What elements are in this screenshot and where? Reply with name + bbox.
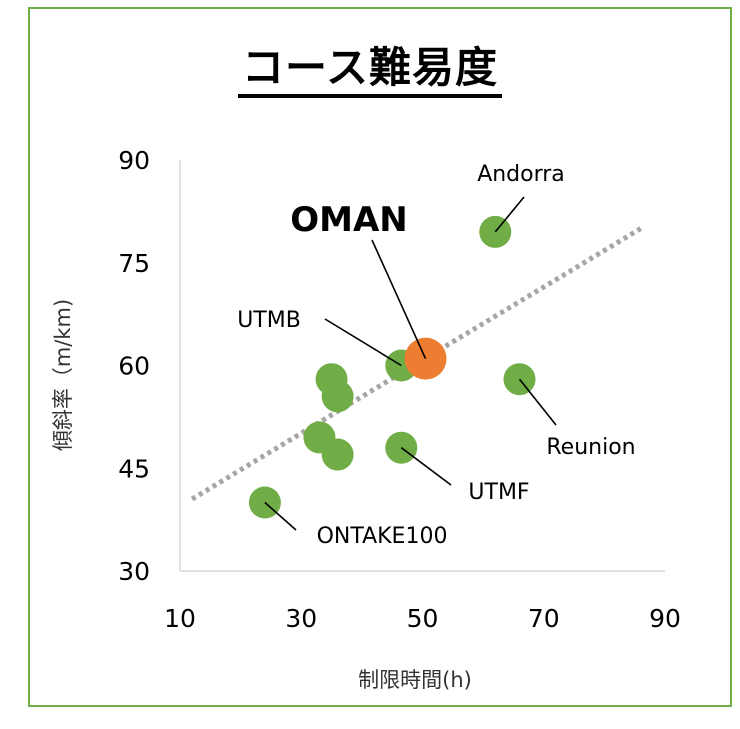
data-point bbox=[321, 438, 354, 471]
point-label: UTMF bbox=[468, 480, 529, 505]
x-tick-label: 30 bbox=[285, 604, 317, 633]
chart-frame bbox=[28, 7, 732, 707]
callout-line bbox=[324, 318, 402, 367]
point-label: OMAN bbox=[290, 200, 408, 240]
y-axis-label: 傾斜率（m/km) bbox=[51, 299, 75, 451]
point-label: Reunion bbox=[546, 435, 635, 460]
point-label: ONTAKE100 bbox=[317, 524, 448, 549]
data-point bbox=[321, 380, 354, 413]
x-tick-label: 70 bbox=[528, 604, 560, 633]
x-tick-label: 50 bbox=[407, 604, 439, 633]
x-axis-label: 制限時間(h) bbox=[358, 668, 472, 692]
callout-line bbox=[371, 239, 427, 359]
y-tick-label: 90 bbox=[118, 146, 150, 175]
callout-line bbox=[264, 501, 297, 531]
x-tick-label: 90 bbox=[649, 604, 681, 633]
x-tick-label: 10 bbox=[164, 604, 196, 633]
y-tick-label: 60 bbox=[118, 352, 150, 381]
point-label: UTMB bbox=[237, 308, 301, 333]
y-tick-label: 75 bbox=[118, 249, 150, 278]
callout-line bbox=[400, 447, 452, 486]
callout-line bbox=[494, 196, 525, 233]
y-tick-label: 45 bbox=[118, 454, 150, 483]
callout-line bbox=[518, 378, 557, 426]
y-tick-label: 30 bbox=[118, 557, 150, 586]
chart-title: コース難易度 bbox=[0, 34, 740, 98]
point-label: Andorra bbox=[477, 162, 565, 187]
